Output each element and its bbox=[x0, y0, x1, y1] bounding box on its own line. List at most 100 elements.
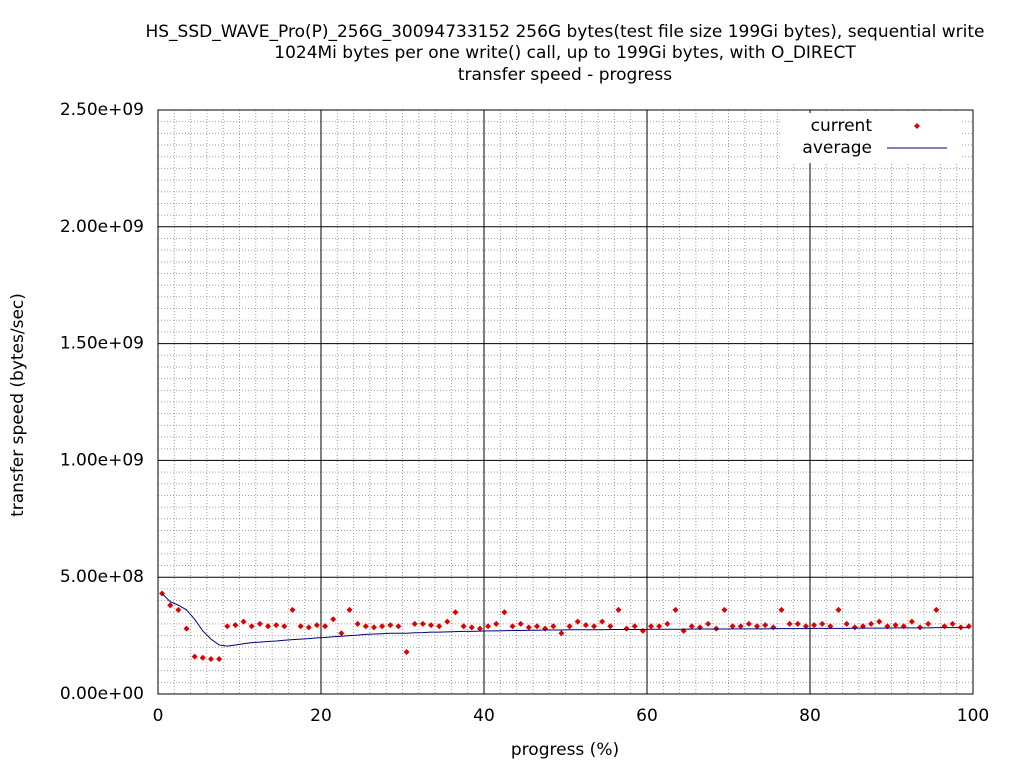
data-point bbox=[656, 623, 663, 630]
chart-title: 1024Mi bytes per one write() call, up to… bbox=[274, 43, 856, 63]
data-point bbox=[721, 606, 728, 613]
data-point bbox=[403, 648, 410, 655]
x-tick-label: 100 bbox=[957, 706, 989, 726]
data-point bbox=[387, 622, 394, 629]
legend bbox=[782, 113, 962, 163]
data-point bbox=[232, 622, 239, 629]
legend-marker bbox=[914, 123, 920, 129]
data-point bbox=[305, 624, 312, 631]
data-point bbox=[297, 623, 304, 630]
x-tick-label: 60 bbox=[636, 706, 658, 726]
data-point bbox=[444, 618, 451, 625]
data-point bbox=[843, 620, 850, 627]
data-point bbox=[811, 622, 818, 629]
data-point bbox=[313, 622, 320, 629]
data-point bbox=[468, 624, 475, 631]
data-point bbox=[330, 616, 337, 623]
data-point bbox=[370, 624, 377, 631]
data-line bbox=[161, 593, 969, 647]
data-point bbox=[672, 606, 679, 613]
data-point bbox=[648, 623, 655, 630]
data-point bbox=[517, 620, 524, 627]
data-point bbox=[933, 606, 940, 613]
data-point bbox=[240, 618, 247, 625]
data-point bbox=[485, 623, 492, 630]
data-point bbox=[273, 622, 280, 629]
data-point bbox=[436, 623, 443, 630]
x-tick-label: 80 bbox=[799, 706, 821, 726]
data-point bbox=[754, 623, 761, 630]
data-point bbox=[183, 625, 190, 632]
data-point bbox=[362, 623, 369, 630]
data-point bbox=[428, 622, 435, 629]
data-point bbox=[949, 620, 956, 627]
data-point bbox=[737, 623, 744, 630]
data-point bbox=[566, 623, 573, 630]
data-point bbox=[607, 623, 614, 630]
data-point bbox=[248, 623, 255, 630]
data-point bbox=[762, 622, 769, 629]
data-point bbox=[289, 606, 296, 613]
y-tick-label: 2.50e+09 bbox=[60, 100, 144, 120]
data-point bbox=[835, 606, 842, 613]
data-point bbox=[631, 623, 638, 630]
data-point bbox=[868, 620, 875, 627]
plot-border bbox=[157, 109, 974, 695]
data-point bbox=[224, 623, 231, 630]
data-point bbox=[199, 654, 206, 661]
x-tick-label: 20 bbox=[310, 706, 332, 726]
legend-label: current bbox=[811, 116, 873, 136]
data-point bbox=[207, 655, 214, 662]
data-point bbox=[827, 623, 834, 630]
data-point bbox=[876, 618, 883, 625]
data-point bbox=[819, 620, 826, 627]
data-point bbox=[623, 625, 630, 632]
data-point bbox=[460, 623, 467, 630]
data-point bbox=[256, 620, 263, 627]
data-point bbox=[574, 618, 581, 625]
data-point bbox=[851, 624, 858, 631]
data-point bbox=[525, 624, 532, 631]
x-tick-label: 0 bbox=[153, 706, 164, 726]
y-axis-label: transfer speed (bytes/sec) bbox=[8, 293, 28, 517]
data-point bbox=[411, 620, 418, 627]
data-point bbox=[892, 622, 899, 629]
data-point bbox=[175, 606, 182, 613]
data-point bbox=[501, 609, 508, 616]
data-point bbox=[346, 606, 353, 613]
data-point bbox=[265, 623, 272, 630]
data-point bbox=[550, 623, 557, 630]
data-point bbox=[354, 620, 361, 627]
data-point bbox=[167, 602, 174, 609]
data-point bbox=[338, 630, 345, 637]
data-point bbox=[599, 618, 606, 625]
data-point bbox=[745, 620, 752, 627]
data-point bbox=[582, 622, 589, 629]
data-point bbox=[191, 653, 198, 660]
x-axis-label: progress (%) bbox=[511, 740, 619, 760]
data-point bbox=[322, 623, 329, 630]
x-tick-label: 40 bbox=[473, 706, 495, 726]
data-point bbox=[925, 620, 932, 627]
data-point bbox=[476, 625, 483, 632]
y-tick-label: 2.00e+09 bbox=[60, 217, 144, 237]
data-point bbox=[908, 618, 915, 625]
data-point bbox=[802, 623, 809, 630]
data-point bbox=[786, 620, 793, 627]
data-point bbox=[216, 655, 223, 662]
data-point bbox=[591, 623, 598, 630]
data-point bbox=[794, 620, 801, 627]
chart-title: transfer speed - progress bbox=[458, 65, 672, 85]
data-point bbox=[419, 620, 426, 627]
data-point bbox=[688, 623, 695, 630]
data-point bbox=[615, 606, 622, 613]
data-point bbox=[281, 623, 288, 630]
data-point bbox=[533, 623, 540, 630]
data-point bbox=[395, 623, 402, 630]
legend-label: average bbox=[802, 138, 872, 158]
data-point bbox=[452, 609, 459, 616]
data-point bbox=[778, 606, 785, 613]
y-tick-label: 0.00e+00 bbox=[60, 684, 144, 704]
data-point bbox=[558, 630, 565, 637]
